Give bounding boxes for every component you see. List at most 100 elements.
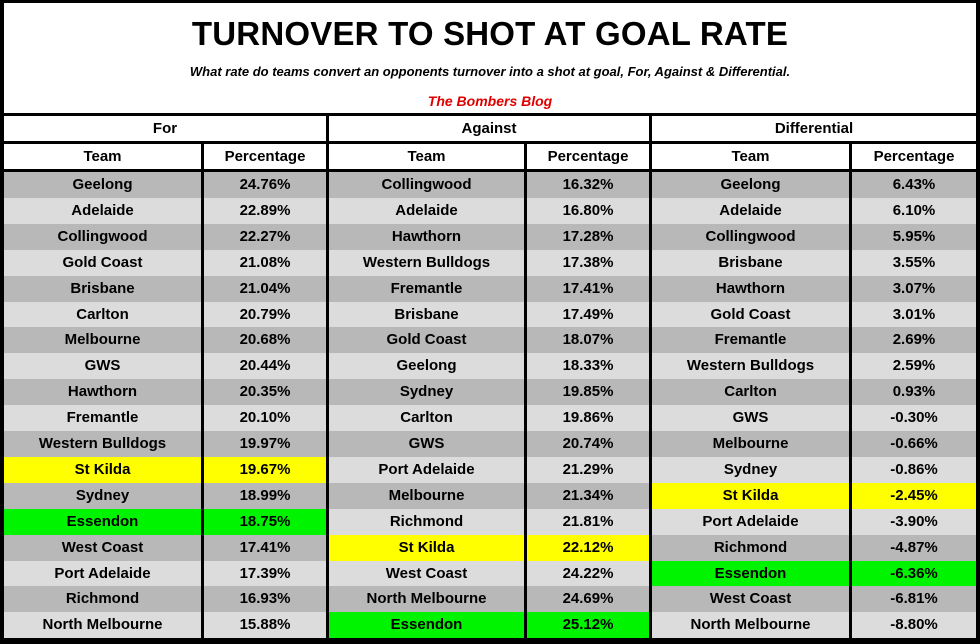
table-row: Collingwood 5.95% <box>652 224 976 250</box>
percentage-cell: 22.27% <box>204 224 326 250</box>
team-cell: Brisbane <box>652 250 849 276</box>
table-body: Collingwood 16.32% Adelaide 16.80% Hawthorn 1… <box>329 172 649 641</box>
percentage-cell: -0.30% <box>852 405 976 431</box>
team-cell: Port Adelaide <box>329 457 524 483</box>
table-row: North Melbourne 15.88% <box>4 612 326 638</box>
percentage-cell: 16.80% <box>527 198 649 224</box>
section-differential: Differential Team Percentage Geelong 6.43… <box>652 116 976 641</box>
percentage-cell: 21.81% <box>527 509 649 535</box>
percentage-cell: 17.28% <box>527 224 649 250</box>
table-row: Hawthorn 20.35% <box>4 379 326 405</box>
table-row: Geelong 24.76% <box>4 172 326 198</box>
team-cell: St Kilda <box>329 535 524 561</box>
table-row: Fremantle 17.41% <box>329 276 649 302</box>
percentage-cell: -2.45% <box>852 483 976 509</box>
table-row: West Coast -6.81% <box>652 586 976 612</box>
table-row: Carlton 0.93% <box>652 379 976 405</box>
team-cell: Western Bulldogs <box>652 353 849 379</box>
table-row: Melbourne 20.68% <box>4 327 326 353</box>
percentage-cell: -6.81% <box>852 586 976 612</box>
team-cell: Sydney <box>329 379 524 405</box>
table-row: GWS -0.30% <box>652 405 976 431</box>
table-row: Geelong 18.33% <box>329 353 649 379</box>
table-row: Port Adelaide -3.90% <box>652 509 976 535</box>
table-row: Adelaide 16.80% <box>329 198 649 224</box>
team-cell: Hawthorn <box>652 276 849 302</box>
table-row: Adelaide 22.89% <box>4 198 326 224</box>
section-title: For <box>4 116 326 141</box>
column-header-team: Team <box>4 144 201 169</box>
team-cell: Adelaide <box>652 198 849 224</box>
team-cell: Essendon <box>652 561 849 587</box>
table-row: Richmond 21.81% <box>329 509 649 535</box>
percentage-cell: 19.97% <box>204 431 326 457</box>
table-row: Western Bulldogs 2.59% <box>652 353 976 379</box>
team-cell: Gold Coast <box>329 327 524 353</box>
percentage-cell: 20.74% <box>527 431 649 457</box>
team-cell: Melbourne <box>4 327 201 353</box>
table-row: Sydney 18.99% <box>4 483 326 509</box>
table-row: GWS 20.44% <box>4 353 326 379</box>
team-cell: Collingwood <box>329 172 524 198</box>
team-cell: Fremantle <box>329 276 524 302</box>
team-cell: Port Adelaide <box>4 561 201 587</box>
team-cell: Hawthorn <box>4 379 201 405</box>
percentage-cell: 18.99% <box>204 483 326 509</box>
team-cell: GWS <box>329 431 524 457</box>
percentage-cell: 17.49% <box>527 302 649 328</box>
percentage-cell: 20.79% <box>204 302 326 328</box>
table-row: Geelong 6.43% <box>652 172 976 198</box>
percentage-cell: 25.12% <box>527 612 649 638</box>
table-row: Melbourne -0.66% <box>652 431 976 457</box>
team-cell: North Melbourne <box>329 586 524 612</box>
percentage-cell: 3.01% <box>852 302 976 328</box>
percentage-cell: 3.55% <box>852 250 976 276</box>
percentage-cell: 22.89% <box>204 198 326 224</box>
percentage-cell: 21.08% <box>204 250 326 276</box>
percentage-cell: 20.10% <box>204 405 326 431</box>
team-cell: Richmond <box>329 509 524 535</box>
team-cell: Gold Coast <box>4 250 201 276</box>
team-cell: Fremantle <box>4 405 201 431</box>
team-cell: Collingwood <box>4 224 201 250</box>
team-cell: Geelong <box>652 172 849 198</box>
percentage-cell: -6.36% <box>852 561 976 587</box>
team-cell: GWS <box>4 353 201 379</box>
percentage-cell: 21.29% <box>527 457 649 483</box>
percentage-cell: 17.41% <box>527 276 649 302</box>
header: TURNOVER TO SHOT AT GOAL RATE What rate … <box>4 3 976 113</box>
table-body: Geelong 6.43% Adelaide 6.10% Collingwood 5.95… <box>652 172 976 641</box>
percentage-cell: 3.07% <box>852 276 976 302</box>
team-cell: Adelaide <box>4 198 201 224</box>
table-row: St Kilda 19.67% <box>4 457 326 483</box>
table-row: Richmond 16.93% <box>4 586 326 612</box>
table-row: Hawthorn 3.07% <box>652 276 976 302</box>
team-cell: Gold Coast <box>652 302 849 328</box>
percentage-cell: 17.38% <box>527 250 649 276</box>
table-row: Fremantle 2.69% <box>652 327 976 353</box>
percentage-cell: 6.43% <box>852 172 976 198</box>
team-cell: Richmond <box>652 535 849 561</box>
percentage-cell: 21.34% <box>527 483 649 509</box>
table-row: Adelaide 6.10% <box>652 198 976 224</box>
table-row: Gold Coast 18.07% <box>329 327 649 353</box>
table-row: GWS 20.74% <box>329 431 649 457</box>
table-row: Carlton 19.86% <box>329 405 649 431</box>
table-row: St Kilda -2.45% <box>652 483 976 509</box>
table-row: Richmond -4.87% <box>652 535 976 561</box>
percentage-cell: 18.33% <box>527 353 649 379</box>
table-row: Sydney -0.86% <box>652 457 976 483</box>
section-title: Differential <box>652 116 976 141</box>
table-body: Geelong 24.76% Adelaide 22.89% Collingwood 22… <box>4 172 326 641</box>
percentage-cell: -8.80% <box>852 612 976 638</box>
section-against: Against Team Percentage Collingwood 16.32… <box>329 116 649 641</box>
percentage-cell: 16.32% <box>527 172 649 198</box>
percentage-cell: 5.95% <box>852 224 976 250</box>
team-cell: Sydney <box>4 483 201 509</box>
percentage-cell: 22.12% <box>527 535 649 561</box>
table-row: Gold Coast 3.01% <box>652 302 976 328</box>
table-row: Brisbane 3.55% <box>652 250 976 276</box>
team-cell: West Coast <box>4 535 201 561</box>
table-row: Western Bulldogs 19.97% <box>4 431 326 457</box>
